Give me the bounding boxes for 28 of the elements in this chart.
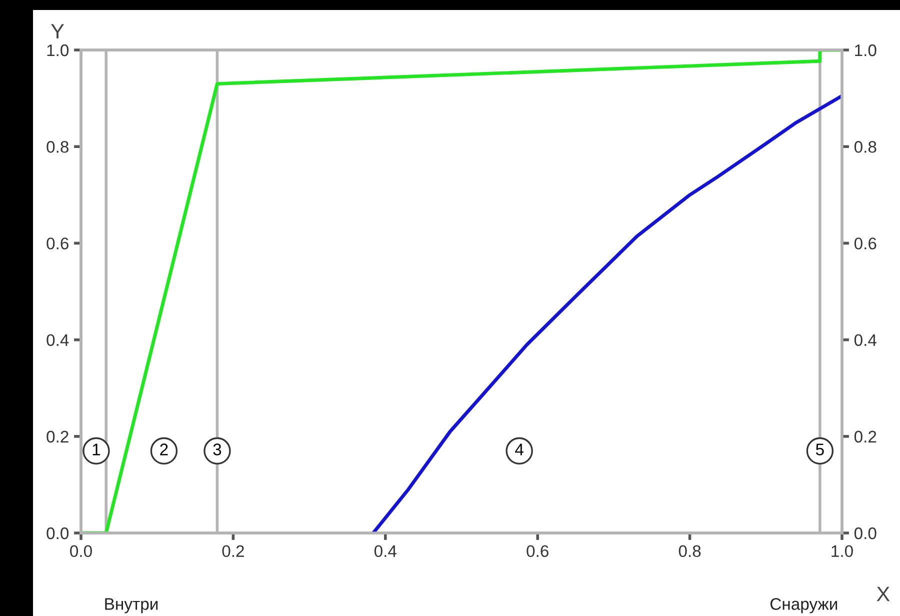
text: Внутри bbox=[105, 598, 158, 614]
x-tick-label: 0.4 bbox=[374, 545, 396, 558]
y2-tick-label: 0.8 bbox=[854, 141, 876, 153]
y2-tick-label: 0.6 bbox=[854, 238, 876, 250]
text: Снаружи bbox=[770, 598, 838, 614]
x-tick-label: 1.0 bbox=[832, 545, 853, 558]
y-tick-label: 0.2 bbox=[46, 430, 68, 443]
x-tick-label: 0.8 bbox=[678, 545, 701, 558]
x-tick-label: 0.0 bbox=[70, 545, 92, 558]
y2-tick-label: 0.0 bbox=[854, 527, 876, 540]
x-tick-label: 0.6 bbox=[526, 545, 548, 558]
annotation: 5 bbox=[816, 444, 824, 456]
y2-tick-label: 0.2 bbox=[854, 430, 876, 443]
y-tick-label: 0.4 bbox=[46, 334, 69, 346]
annotation: 1 bbox=[92, 444, 100, 456]
x-tick-label: 0.2 bbox=[222, 545, 244, 558]
y2-tick-label: 1.0 bbox=[855, 44, 876, 56]
x-axis-title: X bbox=[876, 586, 890, 602]
annotation: 3 bbox=[213, 444, 222, 456]
line-series bbox=[371, 94, 842, 533]
y-tick-label: 1.0 bbox=[47, 44, 69, 56]
annotation: 2 bbox=[160, 444, 168, 456]
y-tick-label: 0.6 bbox=[46, 238, 68, 250]
y-axis-title: Y bbox=[51, 24, 64, 38]
y-tick-label: 0.8 bbox=[46, 141, 68, 153]
y2-tick-label: 0.4 bbox=[854, 334, 876, 346]
annotation: 4 bbox=[515, 444, 524, 456]
y-tick-label: 0.0 bbox=[46, 527, 69, 540]
